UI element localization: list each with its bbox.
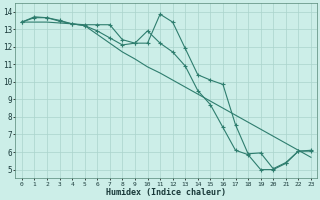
X-axis label: Humidex (Indice chaleur): Humidex (Indice chaleur) xyxy=(106,188,226,197)
